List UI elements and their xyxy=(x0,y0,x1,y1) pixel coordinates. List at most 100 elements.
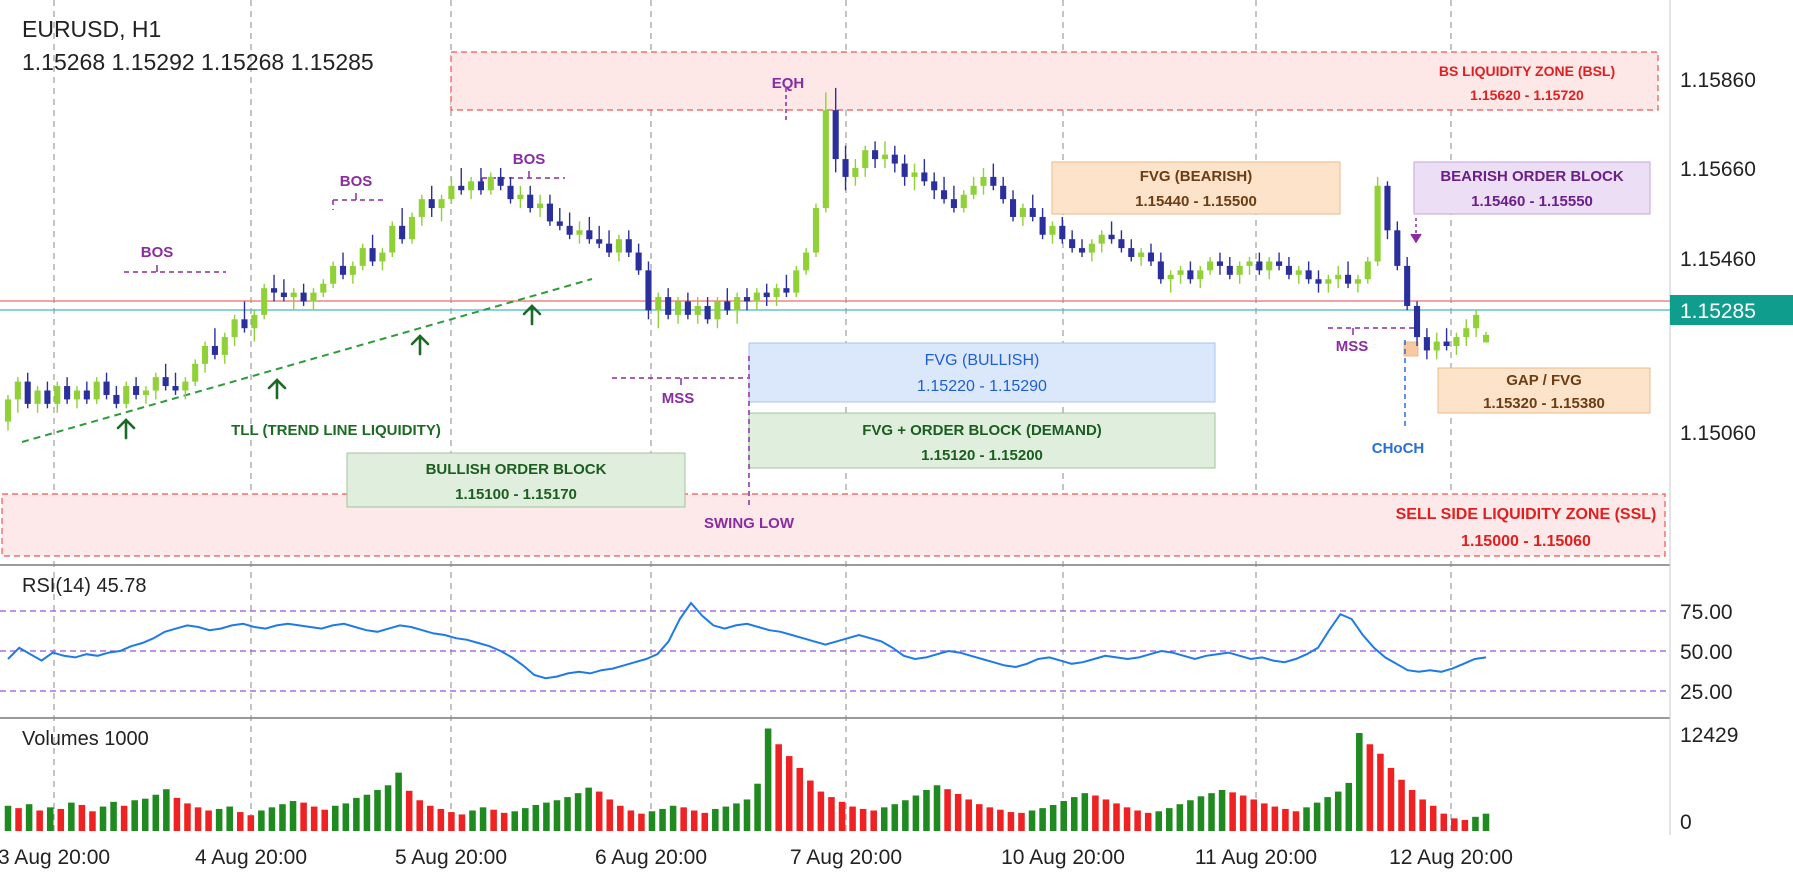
candle-body xyxy=(605,243,613,253)
volume-bar xyxy=(838,801,846,831)
volume-bar xyxy=(215,808,223,831)
candle-body xyxy=(192,363,199,382)
candle-body xyxy=(300,292,307,302)
volume-bar xyxy=(1070,797,1078,831)
volume-bar xyxy=(99,806,107,831)
candle-body xyxy=(911,172,918,177)
candle-body xyxy=(280,292,287,298)
candle-body xyxy=(369,248,376,262)
ssl-zone-box xyxy=(1,493,1666,557)
volume-bar xyxy=(1292,811,1300,831)
candle-body xyxy=(1029,208,1036,217)
volume-bar xyxy=(279,804,286,831)
candle-body xyxy=(1108,234,1115,240)
gap-marker-box xyxy=(1403,341,1419,357)
volume-bar xyxy=(1303,807,1310,831)
candle-body xyxy=(1197,270,1204,280)
volume-bar xyxy=(1176,804,1184,831)
candle-body xyxy=(497,176,504,186)
volume-bar xyxy=(701,812,709,831)
volume-bar xyxy=(236,812,244,831)
volume-bar xyxy=(543,802,550,831)
volume-bar xyxy=(532,804,540,831)
volume-bar xyxy=(680,807,687,831)
volume-bar xyxy=(511,811,519,831)
candle-body xyxy=(1118,239,1125,249)
candle-body xyxy=(891,154,898,164)
volume-bar xyxy=(194,807,202,831)
volume-bar xyxy=(638,813,645,831)
bullish-ob-title: BULLISH ORDER BLOCK xyxy=(426,461,607,478)
candle-body xyxy=(1000,185,1007,200)
candle-body xyxy=(842,159,849,177)
volume-bar xyxy=(289,801,297,831)
candle-body xyxy=(468,181,475,191)
volume-bar xyxy=(1419,799,1426,831)
volume-bar xyxy=(659,808,666,831)
volume-bar xyxy=(1028,810,1036,831)
volume-bar xyxy=(870,810,877,831)
volume-bar xyxy=(1018,812,1025,831)
volume-bar xyxy=(374,789,381,831)
gap-fvg-box xyxy=(1437,367,1651,414)
candle-body xyxy=(458,185,465,191)
rsi-level-label: 75.00 xyxy=(1680,601,1733,624)
fvg-ob-demand-title: FVG + ORDER BLOCK (DEMAND) xyxy=(862,422,1102,439)
volume-bar xyxy=(1155,811,1163,831)
candle-body xyxy=(615,239,622,253)
candle-body xyxy=(635,252,642,271)
candle-body xyxy=(133,386,140,395)
candle-body xyxy=(1325,279,1332,284)
eqh-label: EQH xyxy=(772,75,805,92)
candle-body xyxy=(1128,248,1135,257)
rsi-title: RSI(14) 45.78 xyxy=(22,575,147,597)
price-tick: 1.15860 xyxy=(1680,69,1756,92)
candle-body xyxy=(44,390,51,404)
candle-body xyxy=(1009,199,1017,217)
volume-bar xyxy=(849,806,856,831)
candle-body xyxy=(783,288,790,293)
candle-body xyxy=(1443,341,1450,346)
volume-bar xyxy=(163,789,170,831)
volume-bar xyxy=(15,808,22,831)
volume-bar xyxy=(975,804,983,831)
volume-bar xyxy=(173,797,181,831)
volume-bar xyxy=(1113,803,1120,831)
volume-bar xyxy=(690,810,698,831)
volume-bar xyxy=(1398,779,1405,831)
bearish-ob-arrow-icon xyxy=(1410,233,1422,244)
volume-bar xyxy=(448,812,455,831)
volume-bar xyxy=(36,810,43,831)
candle-body xyxy=(448,185,455,200)
volume-bar xyxy=(405,790,413,831)
volume-bar xyxy=(817,791,825,831)
volume-bar xyxy=(68,802,75,831)
volume-bar xyxy=(437,808,445,831)
volume-bar xyxy=(1218,789,1226,831)
candle-body xyxy=(753,292,760,302)
candle-body xyxy=(507,185,514,200)
candle-body xyxy=(1157,261,1164,280)
candle-body xyxy=(1177,270,1184,275)
volume-bar xyxy=(395,772,402,831)
candle-body xyxy=(1276,261,1283,266)
candle-body xyxy=(1453,337,1460,346)
volume-min-label: 0 xyxy=(1680,811,1692,834)
candle-body xyxy=(487,176,494,191)
candle-body xyxy=(408,216,416,240)
symbol-title: EURUSD, H1 xyxy=(22,16,161,42)
candle-body xyxy=(1285,265,1292,275)
volume-bar xyxy=(764,728,772,831)
candle-body xyxy=(1167,274,1174,280)
candle-body xyxy=(202,346,209,364)
candle-body xyxy=(1069,239,1076,249)
volume-bar xyxy=(617,805,624,831)
volume-bar xyxy=(1144,812,1152,831)
volume-bar xyxy=(152,794,160,831)
volume-bar xyxy=(78,804,86,831)
volume-bar xyxy=(1282,808,1289,831)
volume-bar xyxy=(1229,792,1236,831)
time-axis-label: 3 Aug 20:00 xyxy=(0,846,110,869)
trend-line-liquidity xyxy=(21,278,593,443)
volume-bar xyxy=(1250,799,1258,831)
